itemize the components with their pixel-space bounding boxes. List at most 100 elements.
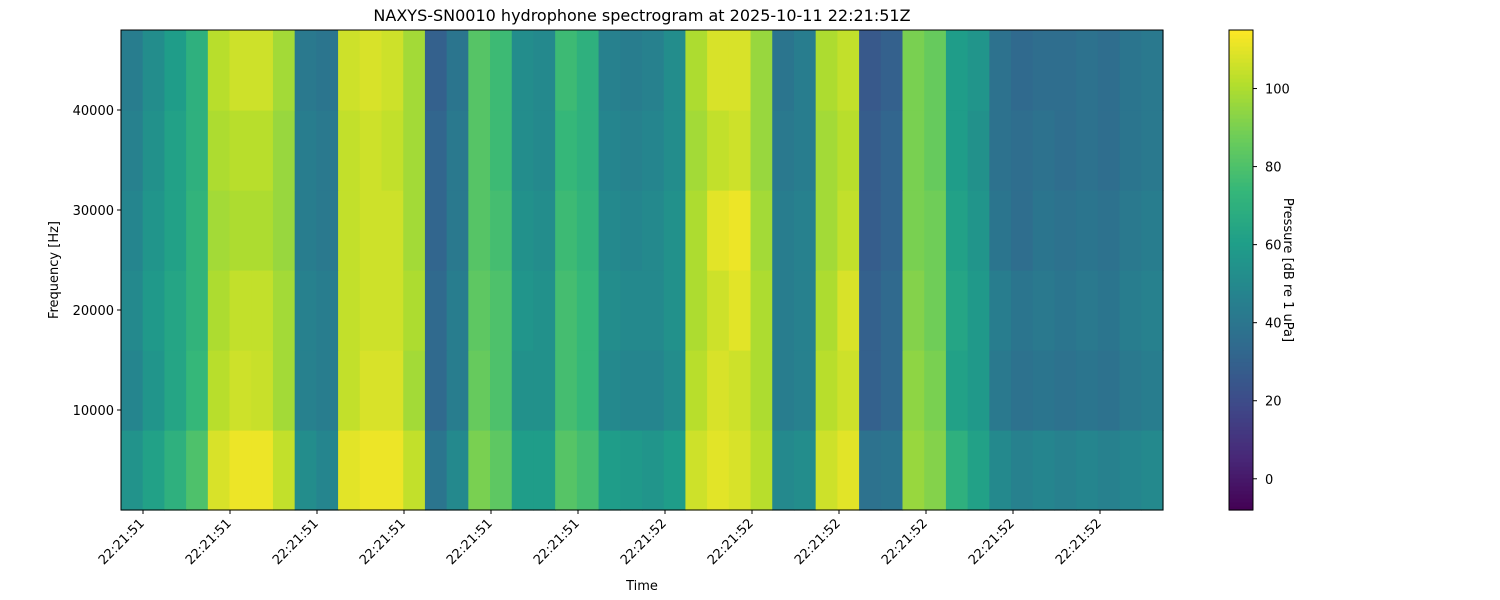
colorbar-swatch (1229, 346, 1253, 351)
heatmap-cell (902, 270, 925, 351)
heatmap-cell (338, 270, 361, 351)
heatmap-cell (121, 190, 144, 271)
heatmap-cell (1119, 110, 1142, 191)
colorbar-swatch (1229, 494, 1253, 499)
heatmap-cell (924, 30, 947, 111)
heatmap-cell (967, 430, 990, 511)
colorbar-swatch (1229, 482, 1253, 487)
heatmap-cell (989, 190, 1012, 271)
heatmap-cell (642, 110, 665, 191)
heatmap-cell (511, 30, 535, 111)
heatmap-cell (1141, 430, 1164, 511)
colorbar-swatch (1229, 402, 1253, 407)
heatmap-cell (663, 430, 687, 511)
heatmap-cell (945, 350, 969, 431)
colorbar-swatch (1229, 434, 1253, 439)
heatmap-cell (880, 30, 904, 111)
heatmap-cell (815, 190, 838, 271)
colorbar-swatch (1229, 370, 1253, 375)
colorbar-swatch (1229, 502, 1253, 507)
heatmap-cell (967, 30, 990, 111)
heatmap-cell (772, 190, 795, 271)
heatmap-cell (468, 110, 491, 191)
heatmap-cell (815, 110, 838, 191)
heatmap-cell (924, 110, 947, 191)
colorbar-swatch (1229, 446, 1253, 451)
heatmap-cell (403, 350, 426, 431)
colorbar-swatch (1229, 486, 1253, 491)
x-tick-label: 22:21:52 (618, 516, 670, 568)
heatmap-cell (945, 430, 969, 511)
heatmap-cell (555, 350, 578, 431)
heatmap-cell (859, 110, 882, 191)
heatmap-cell (793, 110, 817, 191)
y-tick-label: 40000 (73, 104, 114, 119)
heatmap-cell (880, 270, 904, 351)
heatmap-cell (685, 350, 708, 431)
x-axis-label: Time (625, 579, 658, 594)
heatmap-cell (1076, 110, 1099, 191)
heatmap-cell (707, 110, 730, 191)
heatmap-cell (967, 350, 990, 431)
heatmap-cell (1097, 430, 1121, 511)
heatmap-cell (1011, 430, 1034, 511)
colorbar-swatch (1229, 318, 1253, 323)
heatmap-cell (945, 270, 969, 351)
heatmap-cell (1032, 110, 1056, 191)
heatmap-cell (403, 190, 426, 271)
colorbar-swatch (1229, 374, 1253, 379)
x-tick-label: 22:21:51 (96, 516, 148, 568)
heatmap-cell (207, 190, 231, 271)
heatmap-cell (229, 190, 252, 271)
heatmap-cell (1011, 270, 1034, 351)
heatmap-cell (685, 270, 708, 351)
heatmap-cell (359, 30, 383, 111)
heatmap-cell (316, 270, 339, 351)
colorbar-swatch (1229, 170, 1253, 175)
heatmap-cell (772, 110, 795, 191)
heatmap-cell (1011, 30, 1034, 111)
heatmap-cell (837, 350, 860, 431)
colorbar-swatch (1229, 366, 1253, 371)
heatmap-cell (859, 30, 882, 111)
heatmap-cell (359, 350, 383, 431)
heatmap-cell (663, 190, 687, 271)
heatmap-cell (772, 30, 795, 111)
heatmap-cell (424, 30, 448, 111)
y-tick-label: 20000 (73, 304, 114, 319)
colorbar-swatch (1229, 174, 1253, 179)
heatmap-cell (576, 190, 600, 271)
colorbar-tick-label: 40 (1265, 317, 1282, 332)
heatmap-cell (1054, 110, 1077, 191)
heatmap-cell (1119, 190, 1142, 271)
heatmap-cell (598, 350, 621, 431)
heatmap-cell (728, 430, 752, 511)
colorbar-swatch (1229, 414, 1253, 419)
y-tick-label: 10000 (73, 404, 114, 419)
colorbar-swatch (1229, 102, 1253, 107)
colorbar-swatch (1229, 70, 1253, 75)
heatmap-cell (685, 430, 708, 511)
heatmap-cell (468, 270, 491, 351)
heatmap-cell (533, 190, 556, 271)
heatmap-cell (164, 30, 187, 111)
heatmap-cell (1076, 30, 1099, 111)
colorbar-swatch (1229, 242, 1253, 247)
heatmap-cell (359, 110, 383, 191)
colorbar-swatch (1229, 166, 1253, 171)
colorbar-swatch (1229, 30, 1253, 35)
colorbar-swatch (1229, 78, 1253, 83)
heatmap-cell (207, 350, 231, 431)
colorbar-swatch (1229, 266, 1253, 271)
heatmap-cell (381, 350, 404, 431)
heatmap-cell (1119, 30, 1142, 111)
heatmap-cell (859, 350, 882, 431)
heatmap-cell (446, 350, 469, 431)
heatmap-cell (1141, 350, 1164, 431)
heatmap-cell (424, 270, 448, 351)
heatmap-cell (1054, 190, 1077, 271)
heatmap-cell (859, 270, 882, 351)
heatmap-cell (381, 190, 404, 271)
heatmap-cell (251, 190, 274, 271)
